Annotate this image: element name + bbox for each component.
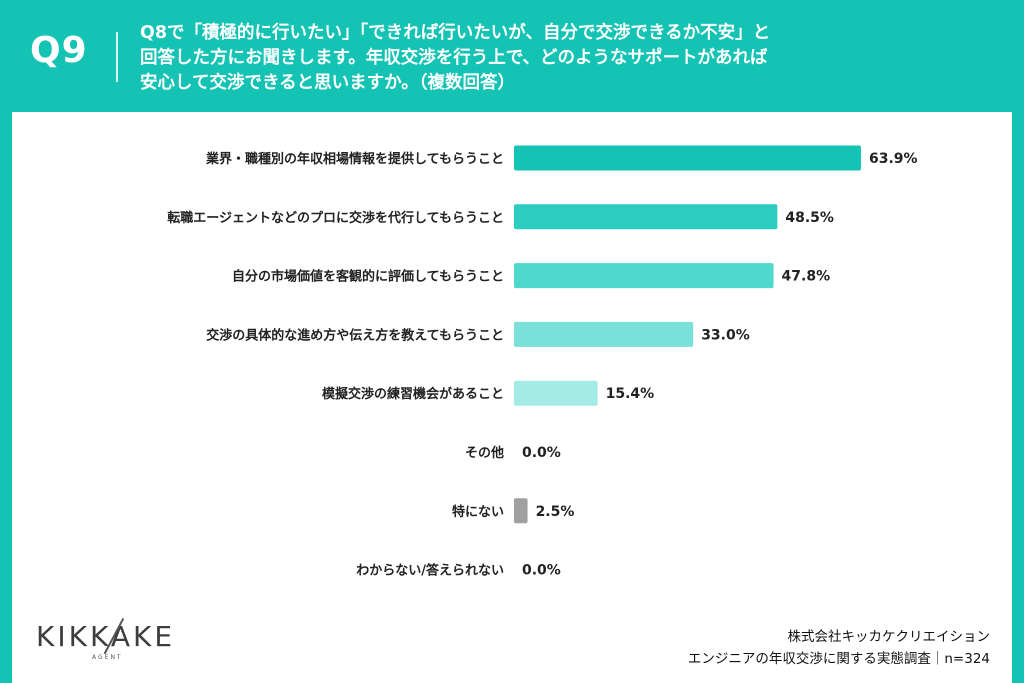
category-label: 模擬交渉の練習機会があること [322,386,504,402]
logo-text: KIKKAKE [36,620,176,653]
value-label: 2.5% [536,504,575,520]
category-label: わからない/答えられない [356,563,504,579]
question-header: Q9 Q8で「積極的に行いたい」「できれば行いたいが、自分で交渉できるか不安」と… [0,0,1024,112]
question-line: 回答した方にお聞きします。年収交渉を行う上で、どのようなサポートがあれば [140,48,768,68]
chart-panel: 業界・職種別の年収相場情報を提供してもらうこと 63.9% 転職エージェントなどのプ… [12,112,1012,683]
bar-chart: 業界・職種別の年収相場情報を提供してもらうこと 63.9% 転職エージェントなどのプ… [167,145,918,579]
bar [514,204,778,230]
category-label: 自分の市場価値を客観的に評価してもらうこと [232,269,504,285]
value-label: 15.4% [606,386,655,402]
category-label: その他 [465,445,504,461]
bar [514,321,694,347]
source-company: 株式会社キッカケクリエイション [787,629,991,645]
category-label: 交渉の具体的な進め方や伝え方を教えてもらうこと [206,327,504,343]
value-label: 0.0% [522,563,561,579]
value-label: 63.9% [869,151,918,167]
bar [514,498,528,524]
value-label: 47.8% [782,269,831,285]
kikkake-logo: KIKKAKE AGENT [36,616,206,666]
category-label: 転職エージェントなどのプロに交渉を代行してもらうこと [167,210,504,226]
value-label: 33.0% [701,327,750,343]
value-label: 48.5% [785,210,834,226]
source-survey: エンジニアの年収交渉に関する実態調査｜n=324 [687,651,990,667]
category-label: 業界・職種別の年収相場情報を提供してもらうこと [205,151,504,167]
question-line: Q8で「積極的に行いたい」「できれば行いたいが、自分で交渉できるか不安」と [140,23,771,43]
question-number: Q9 [30,30,88,71]
header-divider [116,32,118,82]
question-text: Q8で「積極的に行いたい」「できれば行いたいが、自分で交渉できるか不安」と 回答… [140,21,1000,96]
bar [514,380,598,406]
bar [514,263,774,289]
source-note: 株式会社キッカケクリエイション エンジニアの年収交渉に関する実態調査｜n=324 [688,626,990,670]
question-line: 安心して交渉できると思いますか。（複数回答） [140,73,516,93]
category-label: 特にない [452,504,504,520]
value-label: 0.0% [522,445,561,461]
logo-subtext: AGENT [92,654,123,661]
bar [514,145,861,171]
